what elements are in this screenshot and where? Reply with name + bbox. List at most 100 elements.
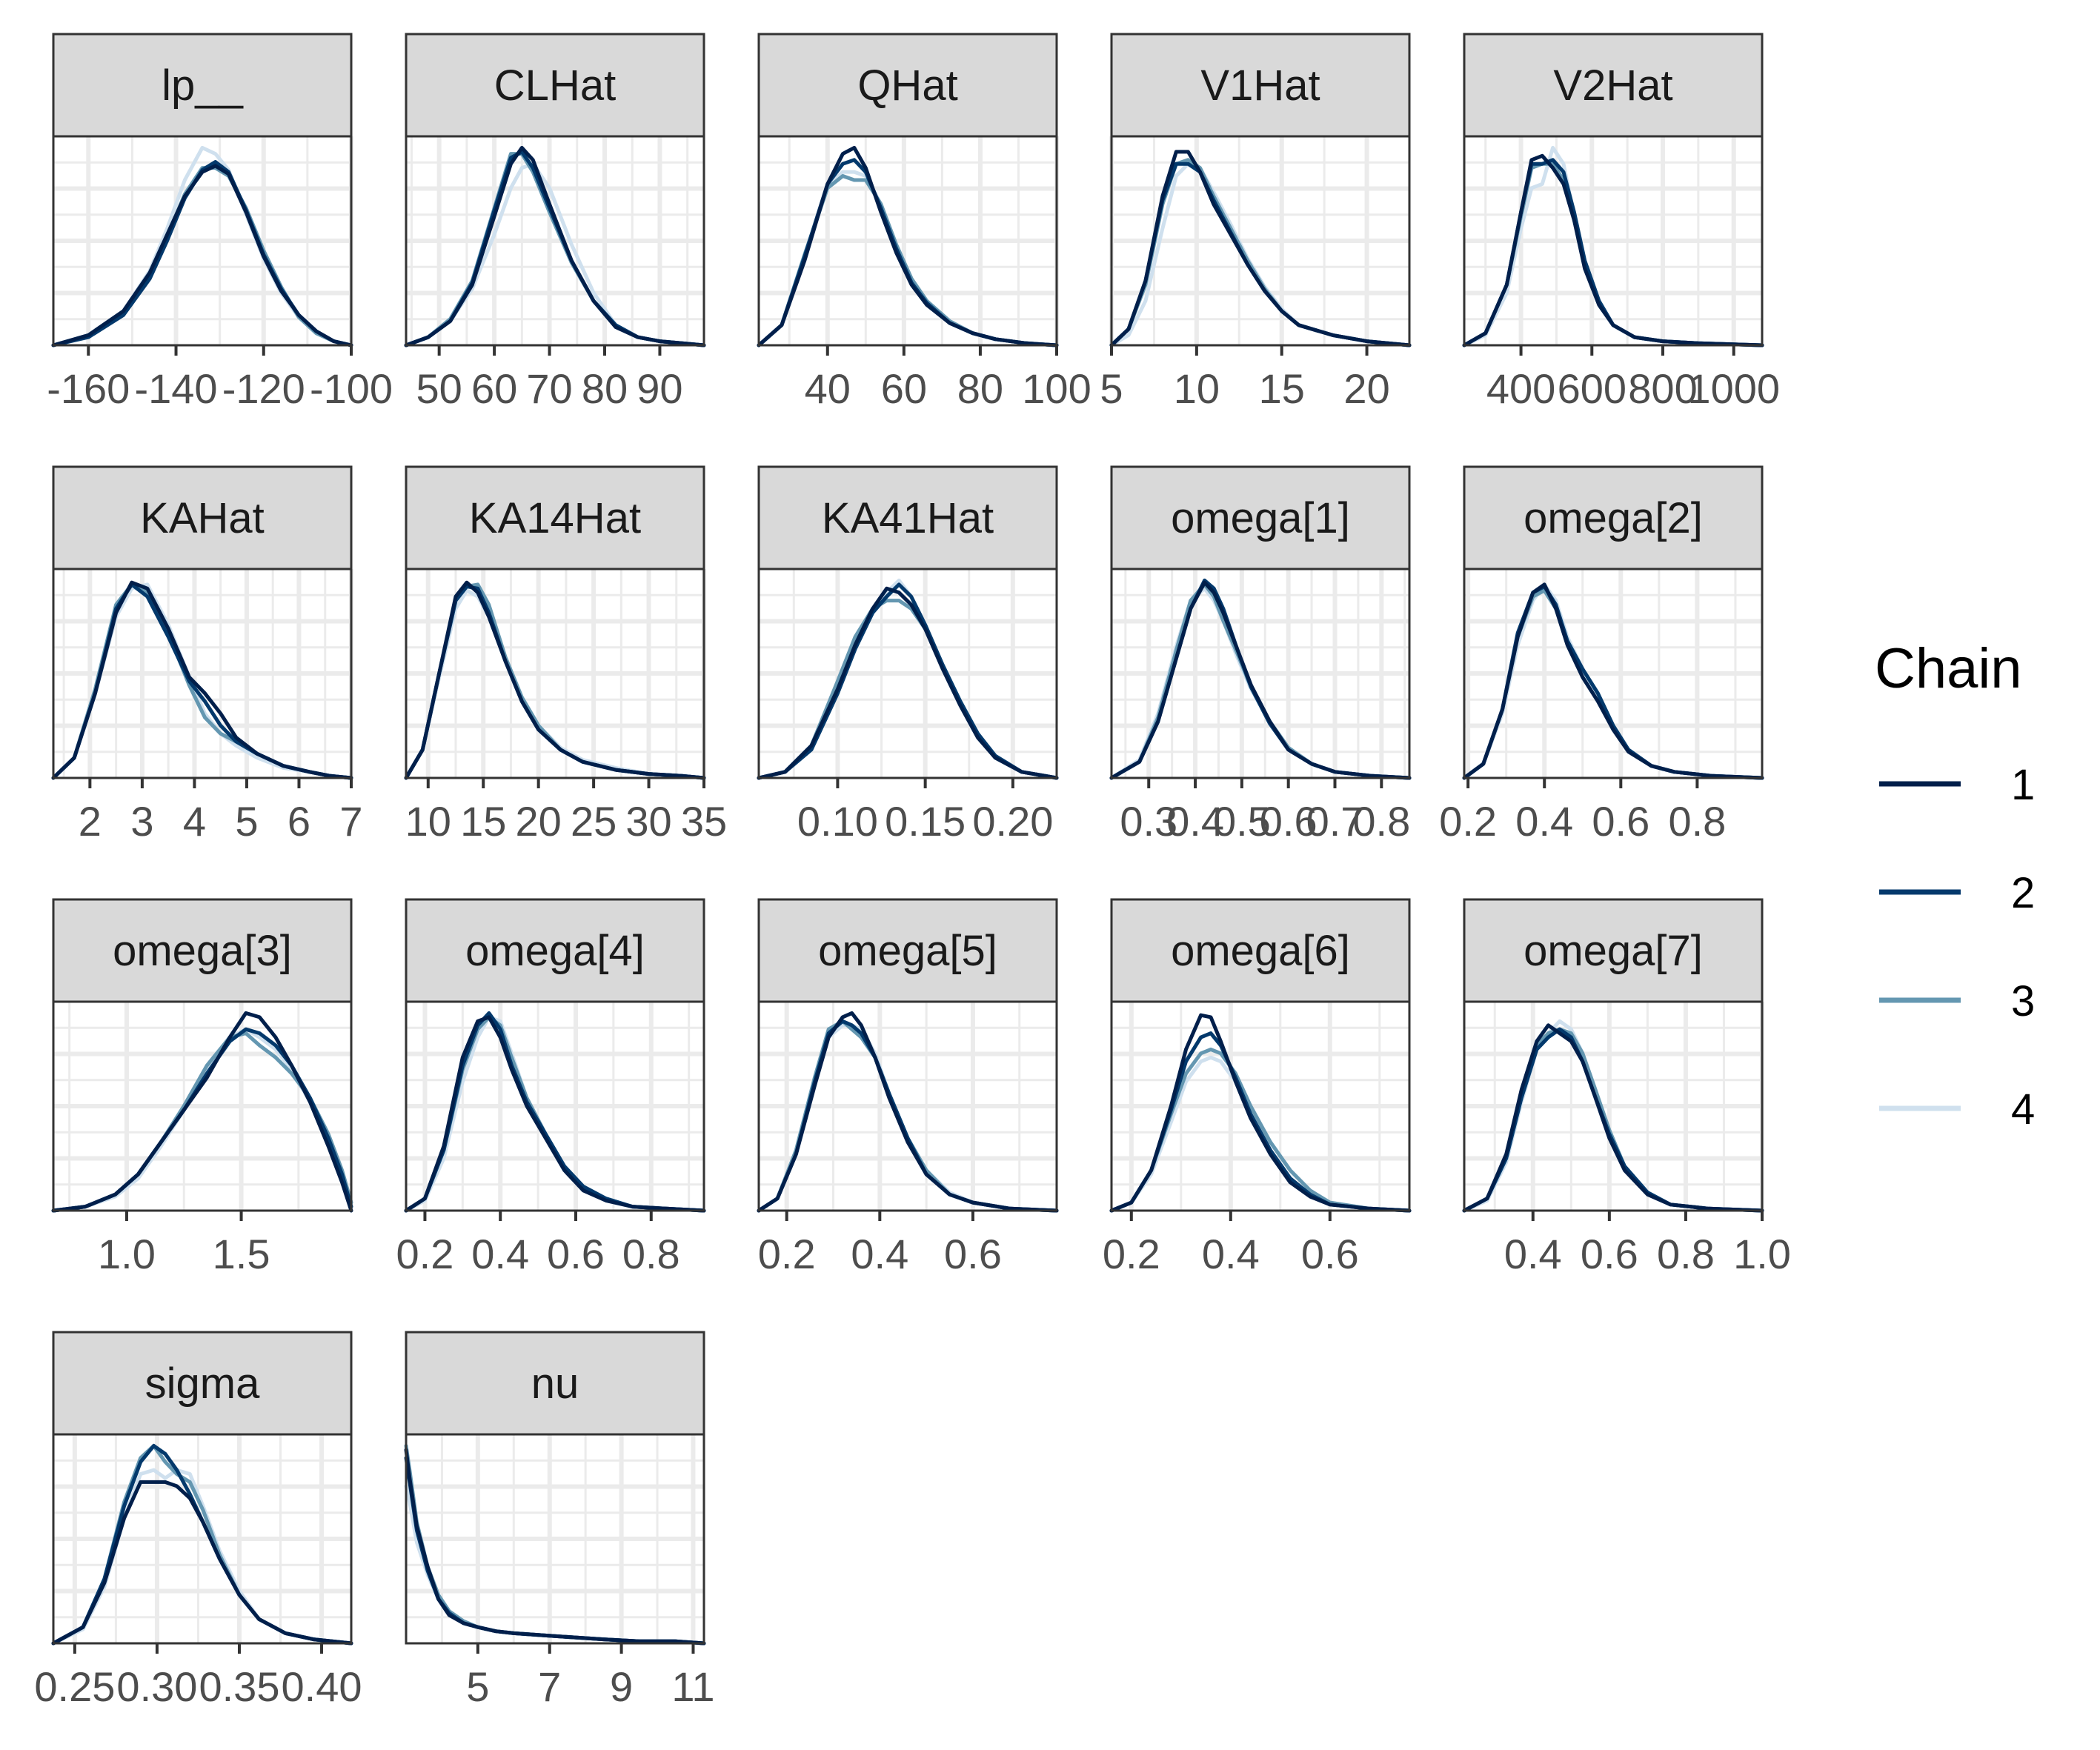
x-tick-label: 90 — [637, 365, 682, 412]
x-tick-label: 0.25 — [34, 1663, 115, 1710]
facet-lp: lp__ -160 -140 -120 -100 — [47, 33, 393, 412]
facet-sigma: sigma 0.25 0.30 0.35 0.40 — [34, 1331, 362, 1710]
strip-label: CLHat — [494, 61, 616, 110]
panel-border — [405, 135, 705, 347]
strip-label: omega[2] — [1524, 494, 1703, 542]
density-line-chain-1 — [404, 580, 706, 780]
density-line-chain-1 — [1462, 582, 1764, 780]
x-tick-label: 1000 — [1687, 365, 1780, 412]
x-tick-label: 400 — [1486, 365, 1555, 412]
panel-border — [52, 135, 353, 347]
x-axis: -160 -140 -120 -100 — [47, 345, 393, 412]
strip-label: omega[1] — [1171, 494, 1350, 542]
panel-grid — [1112, 569, 1409, 778]
density-line-chain-1 — [404, 1015, 706, 1213]
strip-background — [405, 33, 705, 138]
x-axis: 0.10 0.15 0.20 — [797, 778, 1053, 845]
facet-v1hat: V1Hat 5 10 15 20 — [1100, 33, 1412, 412]
strip-background — [52, 1331, 353, 1436]
x-tick-label: 10 — [1174, 365, 1220, 412]
strip-label: omega[3] — [113, 927, 292, 975]
panel-border — [405, 1000, 705, 1212]
density-curves — [1462, 145, 1764, 347]
x-tick-label: 0.6 — [1260, 798, 1318, 845]
strip-label: V2Hat — [1553, 61, 1672, 110]
density-line-chain-1 — [51, 1480, 353, 1646]
panel-grid — [406, 1434, 704, 1643]
panel-border — [52, 1433, 353, 1645]
x-axis: 0.2 0.4 0.6 — [758, 1211, 1002, 1277]
x-axis: 10 15 20 25 30 35 — [405, 778, 727, 845]
density-curves — [51, 1443, 353, 1646]
x-tick-label: 0.15 — [885, 798, 966, 845]
density-line-chain-1 — [1462, 153, 1764, 347]
x-tick-label: 0.6 — [1301, 1231, 1359, 1277]
x-tick-label: 5 — [1100, 365, 1123, 412]
x-tick-label: 0.10 — [797, 798, 878, 845]
strip-label: nu — [531, 1360, 579, 1408]
x-tick-label: 0.20 — [972, 798, 1053, 845]
density-curves — [404, 1011, 706, 1213]
strip-background — [52, 33, 353, 138]
density-line-chain-1 — [404, 145, 706, 347]
x-tick-label: 0.6 — [1592, 798, 1649, 845]
x-tick-label: 30 — [625, 798, 671, 845]
density-line-chain-1 — [1462, 1023, 1764, 1213]
x-tick-label: 11 — [671, 1663, 714, 1710]
x-tick-label: -160 — [47, 365, 130, 412]
x-axis: 0.2 0.4 0.6 0.8 — [1439, 778, 1726, 845]
x-tick-label: 0.8 — [1352, 798, 1410, 845]
panel-border — [52, 1000, 353, 1212]
density-curves — [51, 580, 353, 780]
facet-omega-1: omega[1] 0.30.40.50.60.70.8 — [1109, 465, 1412, 845]
x-tick-label: 50 — [416, 365, 462, 412]
strip-label: omega[6] — [1171, 927, 1350, 975]
x-tick-label: 1.0 — [98, 1231, 156, 1277]
strip-background — [1110, 465, 1411, 570]
legend-label-chain-1: 1 — [2011, 761, 2035, 809]
strip-background — [1110, 33, 1411, 138]
density-line-chain-1 — [757, 586, 1059, 780]
panel-border — [1463, 568, 1764, 779]
panel-grid — [759, 1002, 1057, 1211]
strip-label: KA14Hat — [469, 494, 641, 542]
facet-omega-4: omega[4] 0.2 0.4 0.6 0.8 — [396, 898, 706, 1277]
strip-label: V1Hat — [1200, 61, 1320, 110]
x-tick-label: 0.2 — [758, 1231, 816, 1277]
x-tick-label: 0.5 — [1213, 798, 1271, 845]
x-axis: 0.4 0.6 0.8 1.0 — [1504, 1211, 1791, 1277]
strip-background — [757, 33, 1058, 138]
panel-border — [405, 1433, 705, 1645]
panel-grid — [759, 136, 1059, 345]
x-tick-label: 15 — [1259, 365, 1305, 412]
x-tick-label: 80 — [957, 365, 1003, 412]
density-line-chain-1 — [1109, 580, 1412, 780]
x-axis: 5 7 9 11 — [466, 1643, 715, 1710]
facet-clhat: CLHat 50 60 70 80 90 — [404, 33, 706, 412]
panel-border — [52, 568, 353, 779]
panel-border — [405, 568, 705, 779]
x-tick-label: 4 — [183, 798, 206, 845]
x-axis: 0.25 0.30 0.35 0.40 — [34, 1643, 362, 1710]
strip-label: omega[7] — [1524, 927, 1703, 975]
x-tick-label: 20 — [1343, 365, 1389, 412]
strip-label: QHat — [857, 61, 957, 110]
facet-omega-5: omega[5] 0.2 0.4 0.6 — [757, 898, 1059, 1277]
x-axis: 40 60 80 100 — [805, 345, 1091, 412]
strip-background — [405, 1331, 705, 1436]
legend-title: Chain — [1875, 637, 2022, 700]
strip-background — [52, 465, 353, 570]
x-tick-label: 0.4 — [1504, 1231, 1562, 1277]
x-tick-label: 2 — [79, 798, 102, 845]
density-curves — [51, 1011, 353, 1213]
x-tick-label: 35 — [681, 798, 727, 845]
strip-label: omega[5] — [818, 927, 997, 975]
strip-label: omega[4] — [465, 927, 645, 975]
x-tick-label: 10 — [405, 798, 451, 845]
density-curves — [1462, 582, 1764, 780]
density-line-chain-1 — [51, 164, 353, 347]
panel-border — [1110, 135, 1411, 347]
